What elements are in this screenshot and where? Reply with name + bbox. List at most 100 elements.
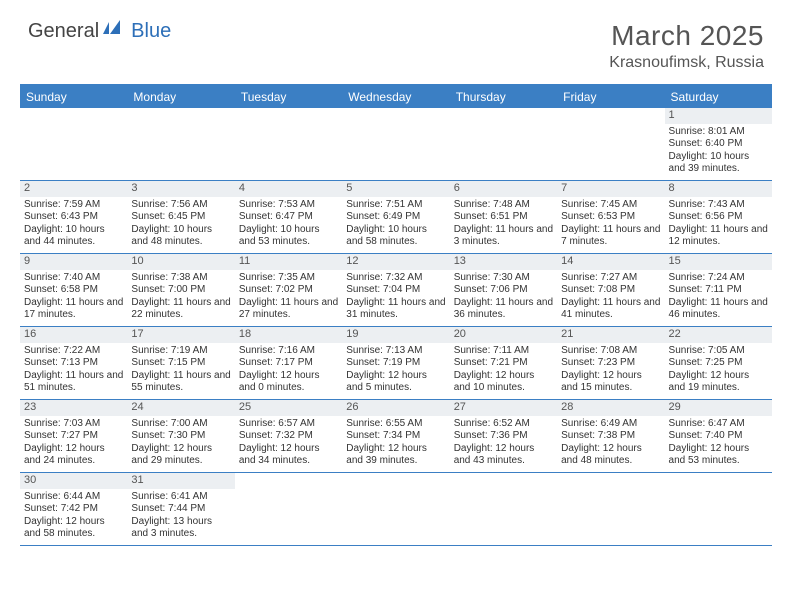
sunrise-line: Sunrise: 7:43 AM [669,199,768,212]
daylight-line: Daylight: 10 hours and 48 minutes. [131,224,230,249]
empty-cell [450,108,557,180]
week-row: 16Sunrise: 7:22 AMSunset: 7:13 PMDayligh… [20,327,772,400]
day-header: Friday [557,86,664,108]
empty-cell [665,473,772,545]
empty-cell [235,473,342,545]
sunset-line: Sunset: 6:56 PM [669,211,768,224]
sunset-line: Sunset: 6:43 PM [24,211,123,224]
day-cell: 5Sunrise: 7:51 AMSunset: 6:49 PMDaylight… [342,181,449,253]
day-header: Saturday [665,86,772,108]
daylight-line: Daylight: 12 hours and 43 minutes. [454,443,553,468]
sunset-line: Sunset: 6:51 PM [454,211,553,224]
sunrise-line: Sunrise: 7:59 AM [24,199,123,212]
day-cell: 10Sunrise: 7:38 AMSunset: 7:00 PMDayligh… [127,254,234,326]
day-number: 26 [342,400,449,416]
sunset-line: Sunset: 7:00 PM [131,284,230,297]
day-number: 28 [557,400,664,416]
day-cell: 26Sunrise: 6:55 AMSunset: 7:34 PMDayligh… [342,400,449,472]
daylight-line: Daylight: 12 hours and 53 minutes. [669,443,768,468]
sunset-line: Sunset: 7:32 PM [239,430,338,443]
sunset-line: Sunset: 7:42 PM [24,503,123,516]
daylight-line: Daylight: 11 hours and 46 minutes. [669,297,768,322]
sunrise-line: Sunrise: 7:30 AM [454,272,553,285]
sunset-line: Sunset: 7:08 PM [561,284,660,297]
sunset-line: Sunset: 7:21 PM [454,357,553,370]
daylight-line: Daylight: 12 hours and 48 minutes. [561,443,660,468]
sunset-line: Sunset: 6:53 PM [561,211,660,224]
sunrise-line: Sunrise: 7:53 AM [239,199,338,212]
sunset-line: Sunset: 7:36 PM [454,430,553,443]
daylight-line: Daylight: 12 hours and 0 minutes. [239,370,338,395]
daylight-line: Daylight: 11 hours and 36 minutes. [454,297,553,322]
sunrise-line: Sunrise: 7:38 AM [131,272,230,285]
sunrise-line: Sunrise: 7:00 AM [131,418,230,431]
sunrise-line: Sunrise: 7:24 AM [669,272,768,285]
daylight-line: Daylight: 11 hours and 51 minutes. [24,370,123,395]
daylight-line: Daylight: 13 hours and 3 minutes. [131,516,230,541]
sunrise-line: Sunrise: 7:56 AM [131,199,230,212]
sunrise-line: Sunrise: 7:05 AM [669,345,768,358]
sunset-line: Sunset: 6:49 PM [346,211,445,224]
day-cell: 9Sunrise: 7:40 AMSunset: 6:58 PMDaylight… [20,254,127,326]
day-number: 20 [450,327,557,343]
empty-cell [20,108,127,180]
day-cell: 4 Sunrise: 7:53 AMSunset: 6:47 PMDaylight… [235,181,342,253]
day-cell: 15 Sunrise: 7:24 AMSunset: 7:11 PMDayligh… [665,254,772,326]
sunrise-line: Sunrise: 7:40 AM [24,272,123,285]
calendar: SundayMondayTuesdayWednesdayThursdayFrid… [20,84,772,546]
sunset-line: Sunset: 7:04 PM [346,284,445,297]
daylight-line: Daylight: 11 hours and 7 minutes. [561,224,660,249]
daylight-line: Daylight: 10 hours and 53 minutes. [239,224,338,249]
day-cell: 6Sunrise: 7:48 AMSunset: 6:51 PMDaylight… [450,181,557,253]
location: Krasnoufimsk, Russia [609,54,764,72]
logo-text-blue: Blue [131,20,171,43]
day-number: 21 [557,327,664,343]
day-cell: 3Sunrise: 7:56 AMSunset: 6:45 PMDaylight… [127,181,234,253]
sunset-line: Sunset: 7:23 PM [561,357,660,370]
day-cell: 23Sunrise: 7:03 AMSunset: 7:27 PMDayligh… [20,400,127,472]
daylight-line: Daylight: 11 hours and 3 minutes. [454,224,553,249]
sunset-line: Sunset: 7:02 PM [239,284,338,297]
day-cell: 24Sunrise: 7:00 AMSunset: 7:30 PMDayligh… [127,400,234,472]
day-cell: 18Sunrise: 7:16 AMSunset: 7:17 PMDayligh… [235,327,342,399]
empty-cell [342,108,449,180]
sunset-line: Sunset: 7:34 PM [346,430,445,443]
logo: General Blue [28,20,171,43]
sunset-line: Sunset: 7:25 PM [669,357,768,370]
day-cell: 12Sunrise: 7:32 AMSunset: 7:04 PMDayligh… [342,254,449,326]
sunrise-line: Sunrise: 7:08 AM [561,345,660,358]
day-number: 15 [665,254,772,270]
day-number: 11 [235,254,342,270]
day-cell: 31Sunrise: 6:41 AMSunset: 7:44 PMDayligh… [127,473,234,545]
day-cell: 25Sunrise: 6:57 AMSunset: 7:32 PMDayligh… [235,400,342,472]
sunset-line: Sunset: 7:38 PM [561,430,660,443]
daylight-line: Daylight: 12 hours and 39 minutes. [346,443,445,468]
sunrise-line: Sunrise: 7:19 AM [131,345,230,358]
daylight-line: Daylight: 12 hours and 24 minutes. [24,443,123,468]
day-number: 3 [127,181,234,197]
day-number: 5 [342,181,449,197]
daylight-line: Daylight: 11 hours and 41 minutes. [561,297,660,322]
sunrise-line: Sunrise: 7:03 AM [24,418,123,431]
day-number: 4 [235,181,342,197]
sunset-line: Sunset: 7:11 PM [669,284,768,297]
day-cell: 8Sunrise: 7:43 AMSunset: 6:56 PMDaylight… [665,181,772,253]
day-number: 27 [450,400,557,416]
day-cell: 29Sunrise: 6:47 AMSunset: 7:40 PMDayligh… [665,400,772,472]
weeks-container: 1Sunrise: 8:01 AMSunset: 6:40 PMDaylight… [20,108,772,546]
day-cell: 30Sunrise: 6:44 AMSunset: 7:42 PMDayligh… [20,473,127,545]
day-cell: 17Sunrise: 7:19 AMSunset: 7:15 PMDayligh… [127,327,234,399]
week-row: 2Sunrise: 7:59 AMSunset: 6:43 PMDaylight… [20,181,772,254]
sunset-line: Sunset: 6:40 PM [669,138,768,151]
sunrise-line: Sunrise: 7:11 AM [454,345,553,358]
empty-cell [557,473,664,545]
week-row: 9Sunrise: 7:40 AMSunset: 6:58 PMDaylight… [20,254,772,327]
day-number: 19 [342,327,449,343]
sunset-line: Sunset: 6:47 PM [239,211,338,224]
sunrise-line: Sunrise: 6:52 AM [454,418,553,431]
day-number: 30 [20,473,127,489]
sunset-line: Sunset: 7:13 PM [24,357,123,370]
day-number: 29 [665,400,772,416]
day-cell: 20Sunrise: 7:11 AMSunset: 7:21 PMDayligh… [450,327,557,399]
day-cell: 2Sunrise: 7:59 AMSunset: 6:43 PMDaylight… [20,181,127,253]
